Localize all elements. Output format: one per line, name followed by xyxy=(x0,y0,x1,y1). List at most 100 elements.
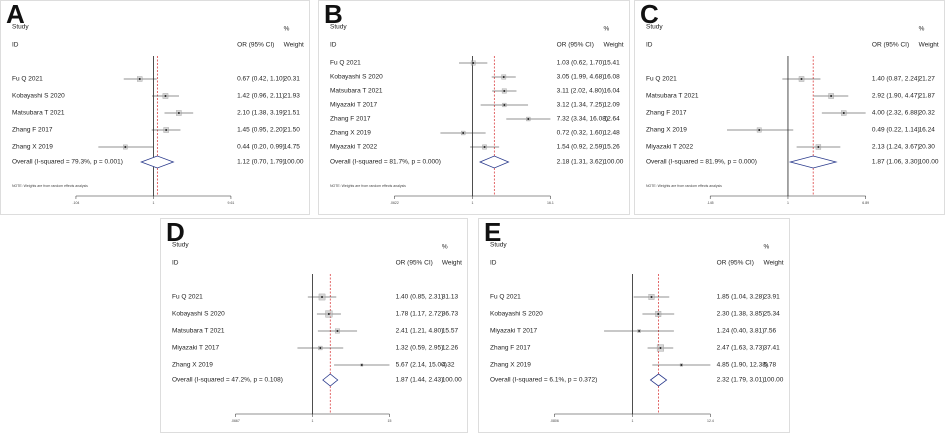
weight-label: 15.57 xyxy=(442,328,459,335)
estimate-label: 3.12 (1.34, 7.25) xyxy=(557,102,605,109)
estimate-label: 4.85 (1.90, 12.38) xyxy=(717,362,768,369)
study-header: Study xyxy=(330,24,347,31)
panel-frame xyxy=(318,0,630,215)
estimate-label: 0.44 (0.20, 0.99) xyxy=(237,144,285,151)
point-estimate xyxy=(138,78,141,80)
study-header: Study xyxy=(646,24,663,31)
point-estimate xyxy=(462,132,465,134)
overall-estimate: 2.32 (1.79, 3.01) xyxy=(717,377,765,384)
point-estimate xyxy=(659,347,662,349)
weight-header: Weight xyxy=(284,42,304,49)
weight-label: 20.31 xyxy=(284,76,301,83)
percent-header: % xyxy=(284,26,290,33)
estimate-label: 1.40 (0.85, 2.31) xyxy=(396,294,444,301)
point-estimate xyxy=(164,95,167,97)
overall-diamond xyxy=(649,373,668,387)
weight-label: 21.50 xyxy=(284,127,301,134)
point-estimate xyxy=(360,364,363,366)
study-name: Kobayashi S 2020 xyxy=(12,93,65,100)
weight-label: 12.48 xyxy=(603,130,620,137)
id-header: ID xyxy=(172,260,179,267)
x-tick-label: 1 xyxy=(311,419,313,423)
weight-label: 20.30 xyxy=(919,144,936,151)
overall-label: Overall (I-squared = 6.1%, p = 0.372) xyxy=(490,377,597,384)
estimate-label: 7.32 (3.34, 16.08) xyxy=(557,116,608,123)
panel-frame xyxy=(0,0,310,215)
percent-header: % xyxy=(763,244,769,251)
x-tick-label: 12.4 xyxy=(707,419,714,423)
point-estimate xyxy=(800,78,803,80)
study-name: Fu Q 2021 xyxy=(330,60,361,67)
study-name: Matsubara T 2021 xyxy=(172,328,225,335)
study-name: Zhang X 2019 xyxy=(330,130,371,137)
weight-header: Weight xyxy=(919,42,939,49)
overall-diamond xyxy=(322,373,339,387)
estimate-label: 1.85 (1.04, 3.28) xyxy=(717,294,765,301)
x-tick-label: 9.61 xyxy=(228,201,235,205)
panel-frame xyxy=(160,218,468,433)
weight-label: 36.73 xyxy=(442,311,459,318)
x-tick-label: 1 xyxy=(471,201,473,205)
estimate-label: 1.40 (0.87, 2.24) xyxy=(872,76,920,83)
estimate-header: OR (95% CI) xyxy=(237,42,274,49)
weight-label: 14.75 xyxy=(284,144,301,151)
panel-frame xyxy=(634,0,945,215)
overall-weight: 100.00 xyxy=(603,159,623,166)
x-tick-label: 1 xyxy=(631,419,633,423)
study-name: Fu Q 2021 xyxy=(12,76,43,83)
percent-header: % xyxy=(919,26,925,33)
estimate-label: 1.45 (0.95, 2.20) xyxy=(237,127,285,134)
x-tick-label: .0806 xyxy=(550,419,559,423)
study-name: Miyazaki T 2022 xyxy=(646,144,693,151)
point-estimate xyxy=(657,313,660,315)
weight-label: 15.41 xyxy=(603,60,620,67)
point-estimate xyxy=(502,76,505,78)
estimate-label: 0.67 (0.42, 1.10) xyxy=(237,76,285,83)
weight-label: 21.93 xyxy=(284,93,301,100)
study-name: Miyazaki T 2017 xyxy=(172,345,219,352)
study-name: Matsubara T 2021 xyxy=(12,110,65,117)
weight-label: 25.34 xyxy=(763,311,780,318)
x-tick-label: .104 xyxy=(73,201,80,205)
point-estimate xyxy=(336,330,339,332)
id-header: ID xyxy=(646,42,653,49)
study-name: Zhang X 2019 xyxy=(12,144,53,151)
point-estimate xyxy=(503,104,506,106)
x-tick-label: 1 xyxy=(152,201,154,205)
panel-label: D xyxy=(166,217,185,247)
weight-label: 15.26 xyxy=(603,144,620,151)
weight-label: 5.78 xyxy=(763,362,776,369)
weight-label: 21.87 xyxy=(919,93,936,100)
point-estimate xyxy=(650,296,653,298)
estimate-label: 2.10 (1.38, 3.19) xyxy=(237,110,285,117)
estimate-header: OR (95% CI) xyxy=(396,260,433,267)
overall-weight: 100.00 xyxy=(763,377,783,384)
weight-header: Weight xyxy=(603,42,623,49)
estimate-label: 1.32 (0.59, 2.95) xyxy=(396,345,444,352)
overall-estimate: 1.12 (0.70, 1.79) xyxy=(237,159,285,166)
overall-diamond xyxy=(478,155,510,169)
overall-estimate: 2.18 (1.31, 3.62) xyxy=(557,159,605,166)
study-name: Zhang X 2019 xyxy=(172,362,213,369)
estimate-label: 0.49 (0.22, 1.14) xyxy=(872,127,920,134)
overall-label: Overall (I-squared = 81.7%, p = 0.000) xyxy=(330,159,441,166)
study-header: Study xyxy=(172,242,189,249)
panel-label: B xyxy=(324,0,343,29)
estimate-label: 2.30 (1.38, 3.85) xyxy=(717,311,765,318)
estimate-label: 2.47 (1.63, 3.73) xyxy=(717,345,765,352)
study-name: Zhang X 2019 xyxy=(490,362,531,369)
estimate-label: 1.03 (0.62, 1.70) xyxy=(557,60,605,67)
weight-label: 20.32 xyxy=(919,110,936,117)
panel-label: E xyxy=(484,217,501,247)
overall-diamond xyxy=(788,155,838,169)
weight-label: 4.32 xyxy=(442,362,455,369)
weight-label: 12.64 xyxy=(603,116,620,123)
study-name: Zhang F 2017 xyxy=(330,116,371,123)
estimate-label: 1.42 (0.96, 2.11) xyxy=(237,93,284,100)
weight-label: 21.27 xyxy=(919,76,936,83)
study-header: Study xyxy=(490,242,507,249)
study-name: Fu Q 2021 xyxy=(490,294,521,301)
weight-label: 16.04 xyxy=(603,88,620,95)
point-estimate xyxy=(124,146,127,148)
study-name: Zhang F 2017 xyxy=(12,127,53,134)
